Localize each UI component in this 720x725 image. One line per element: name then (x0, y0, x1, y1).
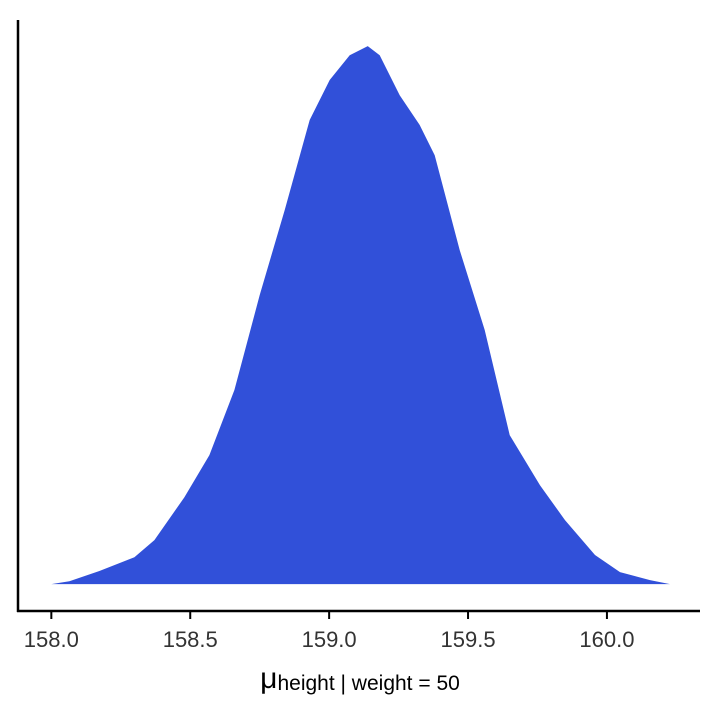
x-tick-label: 159.5 (441, 627, 496, 652)
x-tick-label: 158.5 (163, 627, 218, 652)
x-label-subscript: height | weight = 50 (277, 672, 459, 695)
x-axis-label: μheight | weight = 50 (260, 662, 460, 695)
x-tick-label: 159.0 (302, 627, 357, 652)
density-area (51, 46, 670, 585)
x-label-symbol: μ (260, 662, 277, 695)
x-tick-label: 160.0 (579, 627, 634, 652)
x-tick-label: 158.0 (24, 627, 79, 652)
